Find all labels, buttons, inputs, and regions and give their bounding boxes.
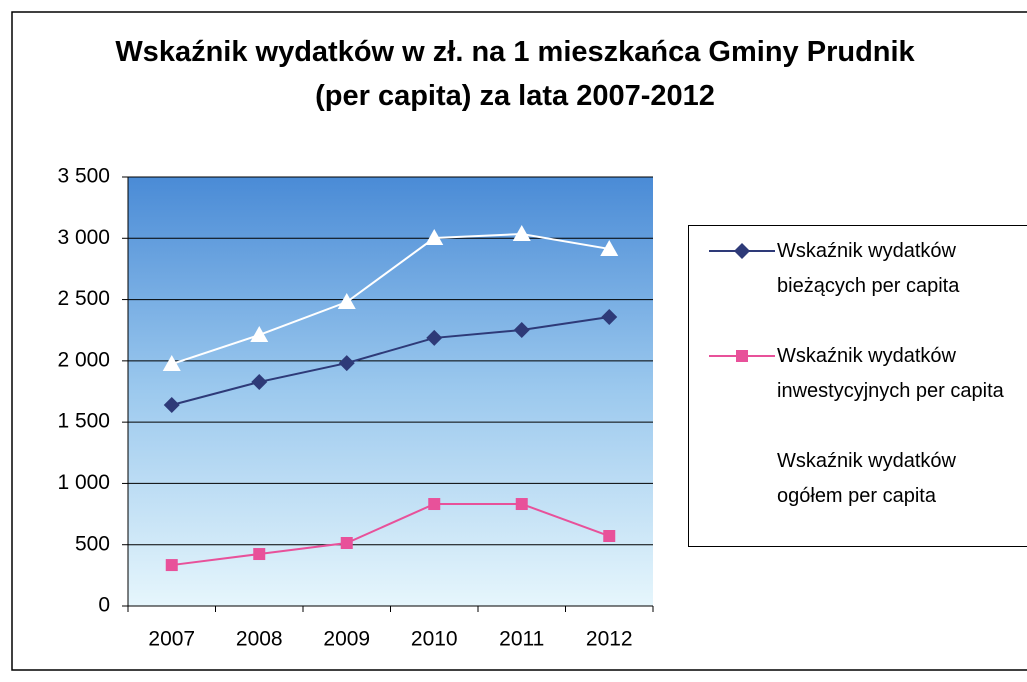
data-point [165,559,178,572]
legend-marker [734,243,750,259]
y-tick-label: 1 000 [57,471,110,494]
y-tick-label: 1 500 [57,410,110,433]
data-point [515,498,528,511]
data-point [162,355,181,372]
data-point [600,239,619,256]
data-point [513,321,530,338]
data-point [163,396,180,413]
series-line [171,503,610,567]
x-tick-label: 2012 [586,628,633,651]
data-point [428,498,441,511]
y-tick-label: 0 [98,594,110,617]
y-tick-label: 2 000 [57,348,110,371]
data-point [512,224,531,241]
data-point [250,325,269,342]
x-tick-label: 2010 [411,628,458,651]
data-point [338,355,355,372]
data-point [426,329,443,346]
x-tick-label: 2009 [323,628,370,651]
legend-marker [736,350,748,362]
series-line [171,232,610,365]
data-point [601,308,618,325]
legend-marker [733,452,751,468]
y-tick-label: 500 [75,532,110,555]
data-point [603,530,616,543]
y-tick-label: 3 500 [57,165,110,188]
data-point [340,536,353,549]
legend: Wskaźnik wydatków bieżących per capita Ws… [688,225,1027,547]
legend-keys [709,243,775,468]
data-point [253,548,266,561]
y-tick-label: 3 000 [57,226,110,249]
legend-label: Wskaźnik wydatków bieżących per capita [777,240,960,297]
legend-label: Wskaźnik wydatków inwestycyjnych per cap… [777,345,1004,402]
data-point [425,229,444,246]
chart-title: Wskaźnik wydatków w zł. na 1 mieszkańca … [115,36,915,112]
data-point [251,373,268,390]
plot-area [128,177,653,606]
data-point [337,293,356,310]
series-line [171,315,610,406]
x-tick-label: 2008 [236,628,283,651]
legend-label: Wskaźnik wydatków ogółem per capita [777,450,956,507]
x-tick-label: 2007 [148,628,195,651]
y-tick-label: 2 500 [57,287,110,310]
frame [11,11,1027,671]
x-tick-label: 2011 [499,628,544,651]
